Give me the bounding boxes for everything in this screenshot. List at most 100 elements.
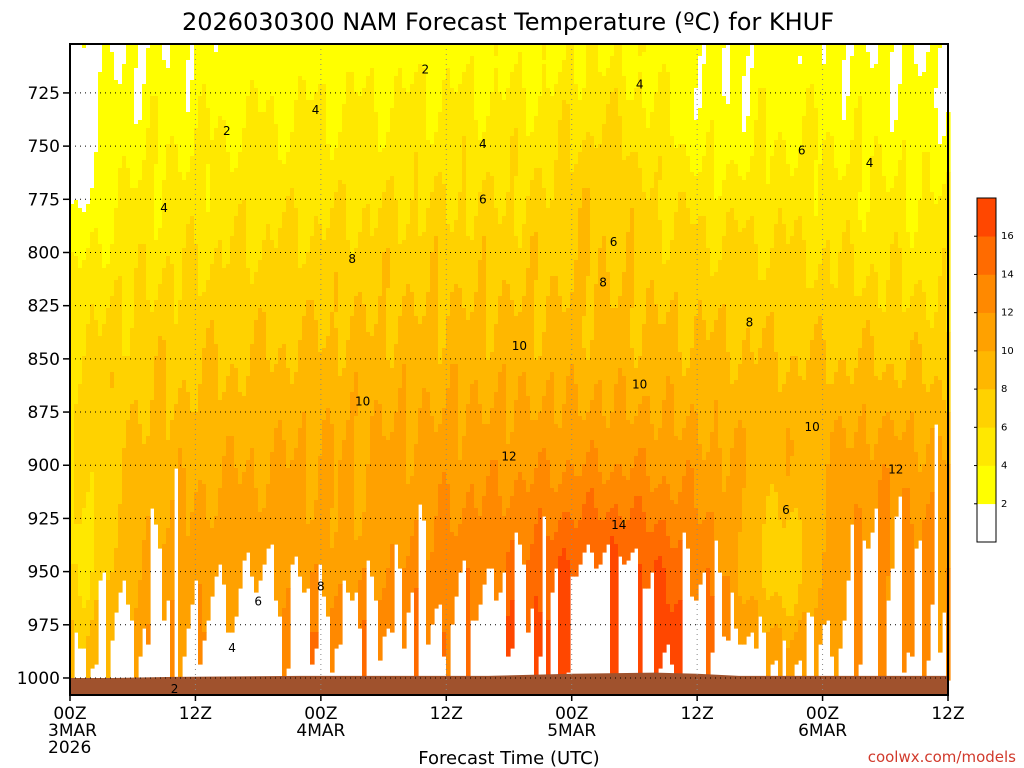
temperature-cell (270, 44, 275, 97)
temperature-cell (566, 460, 571, 513)
temperature-cell (754, 44, 759, 121)
temperature-cell (682, 476, 687, 533)
temperature-cell (346, 72, 351, 241)
temperature-cell (862, 404, 867, 541)
temperature-cell (606, 512, 611, 545)
temperature-cell (738, 176, 743, 233)
temperature-cell (794, 604, 799, 633)
temperature-cell (238, 44, 243, 153)
temperature-cell (514, 64, 519, 129)
temperature-cell (902, 140, 907, 313)
temperature-cell (490, 460, 495, 569)
temperature-cell (622, 524, 627, 565)
temperature-cell (798, 520, 803, 585)
temperature-cell (446, 68, 451, 225)
temperature-cell (746, 328, 751, 601)
temperature-cell (398, 244, 403, 317)
temperature-cell (326, 336, 331, 409)
temperature-cell (826, 240, 831, 385)
temperature-cell (814, 216, 819, 281)
contour-label: 10 (512, 339, 527, 353)
temperature-cell (558, 556, 563, 689)
temperature-cell (202, 292, 207, 349)
temperature-cell (478, 516, 483, 605)
temperature-cell (830, 432, 835, 657)
temperature-cell (866, 444, 871, 549)
temperature-cell (566, 560, 571, 673)
temperature-cell (298, 428, 303, 577)
temperature-cell (638, 404, 643, 449)
temperature-cell (518, 312, 523, 377)
temperature-cell (314, 564, 319, 633)
contour-label: 12 (888, 462, 903, 476)
temperature-cell (354, 248, 359, 297)
temperature-cell (862, 328, 867, 405)
temperature-cell (842, 60, 847, 121)
temperature-cell (98, 44, 103, 73)
temperature-cell (166, 68, 171, 145)
temperature-cell (706, 452, 711, 513)
temperature-cell (86, 204, 91, 249)
temperature-cell (518, 52, 523, 249)
temperature-cell (198, 96, 203, 297)
temperature-cell (778, 208, 783, 393)
temperature-cell (934, 44, 939, 89)
temperature-cell (126, 356, 131, 421)
temperature-cell (202, 348, 207, 485)
temperature-cell (386, 360, 391, 441)
temperature-cell (762, 524, 767, 589)
temperature-cell (586, 412, 591, 453)
temperature-cell (942, 400, 947, 461)
temperature-cell (694, 224, 699, 317)
temperature-cell (78, 524, 83, 597)
temperature-cell (582, 348, 587, 421)
temperature-cell (630, 44, 635, 101)
temperature-cell (158, 336, 163, 549)
temperature-cell (522, 44, 527, 89)
temperature-cell (802, 612, 807, 677)
temperature-cell (534, 280, 539, 361)
temperature-cell (930, 44, 935, 193)
temperature-cell (510, 600, 515, 649)
temperature-cell (626, 156, 631, 233)
temperature-cell (762, 328, 767, 525)
temperature-cell (914, 284, 919, 333)
temperature-cell (234, 468, 239, 617)
temperature-cell (650, 112, 655, 189)
temperature-cell (462, 436, 467, 509)
temperature-cell (442, 80, 447, 185)
temperature-cell (242, 128, 247, 201)
temperature-cell (738, 44, 743, 177)
temperature-cell (394, 76, 399, 201)
temperature-cell (242, 472, 247, 561)
temperature-cell (638, 72, 643, 169)
temperature-cell (586, 276, 591, 361)
temperature-cell (890, 244, 895, 365)
temperature-cell (574, 260, 579, 385)
temperature-cell (678, 192, 683, 353)
temperature-cell (598, 248, 603, 381)
temperature-cell (250, 344, 255, 449)
temperature-cell (190, 44, 195, 81)
temperature-cell (522, 296, 527, 373)
temperature-cell (170, 500, 175, 601)
temperature-cell (530, 420, 535, 485)
temperature-cell (698, 56, 703, 109)
temperature-cell (530, 180, 535, 237)
temperature-cell (518, 248, 523, 313)
temperature-cell (442, 184, 447, 349)
temperature-cell (658, 484, 663, 521)
temperature-cell (438, 44, 443, 113)
temperature-cell (346, 340, 351, 421)
temperature-cell (538, 508, 543, 613)
temperature-cell (226, 44, 231, 153)
temperature-cell (898, 44, 903, 85)
temperature-cell (854, 432, 859, 505)
temperature-cell (410, 536, 415, 593)
temperature-cell (742, 604, 747, 645)
temperature-cell (138, 120, 143, 181)
temperature-cell (858, 348, 863, 417)
temperature-cell (210, 528, 215, 597)
temperature-cell (890, 52, 895, 133)
temperature-cell (702, 64, 707, 157)
